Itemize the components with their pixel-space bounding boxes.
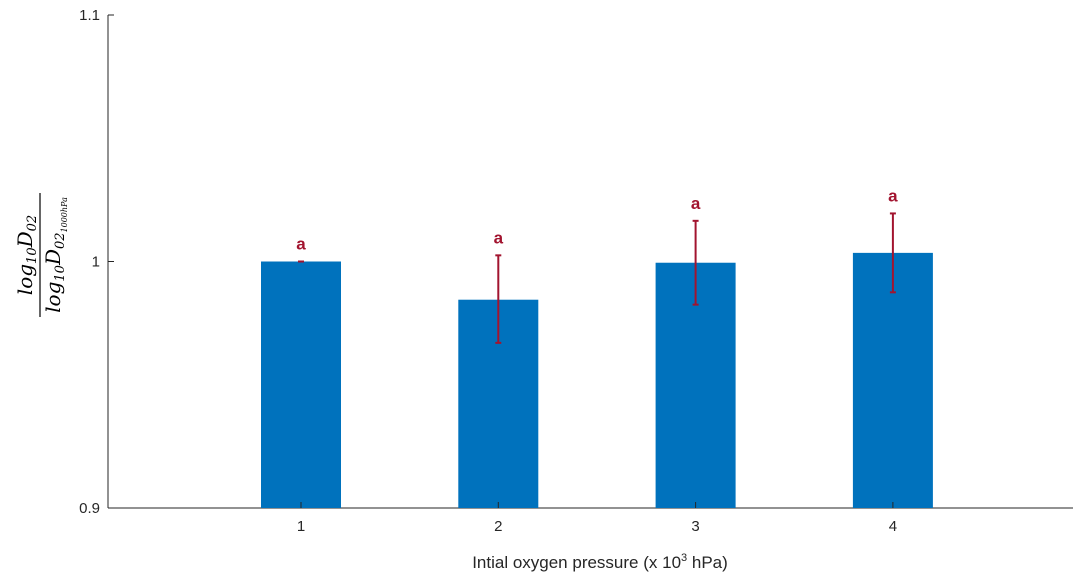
x-tick-label: 1	[297, 518, 305, 535]
significance-letter: a	[494, 228, 504, 247]
x-tick-label: 3	[691, 518, 699, 535]
bar	[852, 252, 933, 508]
plot-area: 0.9 1 1.1 a 1 a 2 a 3 a 4	[79, 7, 1073, 535]
y-axis-title-denominator: log10D021000hPa	[41, 197, 69, 313]
significance-letter: a	[296, 235, 306, 254]
y-tick-label: 1.1	[79, 7, 100, 24]
x-tick-label: 2	[494, 518, 502, 535]
significance-letter: a	[691, 194, 701, 213]
x-axis-title: Intial oxygen pressure (x 103 hPa)	[472, 552, 728, 572]
bar	[261, 261, 341, 508]
x-tick-label: 4	[889, 518, 897, 535]
y-axis-title-numerator: log10D02	[13, 215, 40, 295]
significance-letter: a	[888, 186, 898, 205]
y-tick-label: 1	[92, 254, 100, 271]
y-tick-label: 0.9	[79, 500, 100, 517]
y-axis-title: log10D02 log10D021000hPa	[13, 193, 69, 317]
